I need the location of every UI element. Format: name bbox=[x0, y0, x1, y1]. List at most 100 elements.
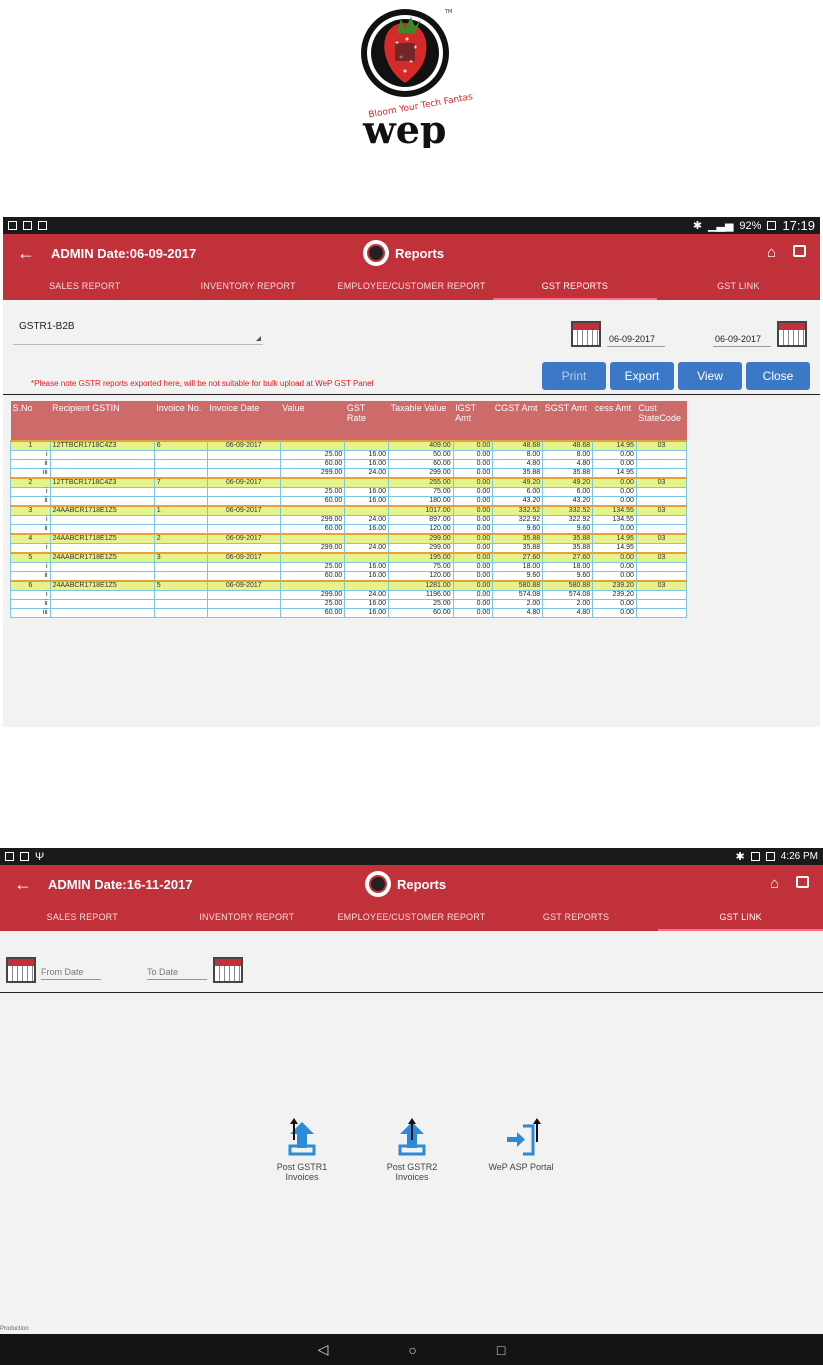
invoice-item-row[interactable]: ii 60.00 16.00 120.00 0.00 9.60 9.60 0.00 bbox=[10, 571, 688, 582]
invoice-item-row[interactable]: ii 60.00 16.00 180.00 0.00 43.20 43.20 0.00 bbox=[10, 496, 688, 507]
calendar-icon[interactable] bbox=[571, 321, 601, 347]
from-date-field[interactable]: 06-09-2017 bbox=[571, 321, 665, 347]
tab-inventory-report[interactable]: INVENTORY REPORT bbox=[199, 912, 295, 922]
to-date-field[interactable]: 06-09-2017 bbox=[713, 321, 807, 347]
sim-icon bbox=[750, 852, 760, 861]
status-bar: Ψ ✱ 4:26 PM bbox=[0, 848, 823, 865]
post-gstr1-tile[interactable]: Post GSTR1 Invoices bbox=[262, 1118, 342, 1182]
table-cell bbox=[635, 543, 688, 554]
tab-sales-report[interactable]: SALES REPORT bbox=[49, 281, 121, 291]
filter-row: GSTR1-B2B 06-09-2017 06-09-2017 bbox=[3, 317, 820, 377]
table-cell: 7 bbox=[153, 477, 208, 488]
to-date-value[interactable]: 06-09-2017 bbox=[713, 334, 771, 347]
column-header: Recipient GSTIN bbox=[50, 401, 155, 441]
tab-gst-reports[interactable]: GST REPORTS bbox=[542, 912, 610, 922]
home-icon[interactable]: ⌂ bbox=[766, 244, 776, 261]
back-nav-icon[interactable]: ◁ bbox=[317, 1341, 329, 1357]
invoice-item-row[interactable]: ii 25.00 16.00 25.00 0.00 2.00 2.00 0.00 bbox=[10, 599, 688, 609]
invoice-row[interactable]: 5 24AABCR1718E1Z5 3 06-09-2017 195.00 0.00 27.… bbox=[10, 552, 688, 563]
tab-gst-link[interactable]: GST LINK bbox=[717, 281, 760, 291]
column-header: S.No bbox=[10, 401, 51, 441]
table-cell: 299.00 bbox=[279, 590, 346, 600]
invoice-item-row[interactable]: i 25.00 16.00 50.00 0.00 8.00 8.00 0.00 bbox=[10, 450, 688, 460]
table-cell bbox=[153, 599, 208, 609]
invoice-item-row[interactable]: iii 60.00 16.00 60.00 0.00 4.80 4.80 0.00 bbox=[10, 608, 688, 618]
from-date-value[interactable]: 06-09-2017 bbox=[607, 334, 665, 347]
invoice-row[interactable]: 3 24AABCR1718E1Z5 1 06-09-2017 1017.00 0.00 33… bbox=[10, 505, 688, 516]
table-cell: iii bbox=[10, 468, 51, 479]
invoice-row[interactable]: 1 12TTBCR1718C4Z3 6 06-09-2017 409.00 0.00 48.… bbox=[10, 440, 688, 451]
calendar-icon[interactable] bbox=[213, 957, 243, 983]
table-cell bbox=[279, 477, 346, 488]
view-button[interactable]: View bbox=[678, 362, 742, 390]
table-cell bbox=[635, 515, 688, 525]
wep-asp-portal-tile[interactable]: WeP ASP Portal bbox=[481, 1118, 561, 1172]
tile-label: Post GSTR1 Invoices bbox=[276, 1162, 328, 1182]
table-cell: 75.00 bbox=[388, 487, 454, 497]
signal-icon: ▁▃▅ bbox=[708, 220, 734, 232]
table-cell bbox=[635, 608, 688, 618]
invoice-item-row[interactable]: ii 60.00 16.00 60.00 0.00 4.80 4.80 0.00 bbox=[10, 459, 688, 469]
table-cell: 0.00 bbox=[452, 552, 494, 563]
calendar-icon[interactable] bbox=[6, 957, 36, 983]
table-cell: 25.00 bbox=[279, 562, 346, 572]
home-icon[interactable]: ⌂ bbox=[769, 875, 779, 892]
table-cell bbox=[279, 533, 346, 544]
table-cell: 3 bbox=[153, 552, 208, 563]
table-cell: 1196.00 bbox=[388, 590, 454, 600]
gallery-icon[interactable] bbox=[793, 245, 806, 257]
divider bbox=[0, 992, 823, 993]
invoice-row[interactable]: 2 12TTBCR1718C4Z3 7 06-09-2017 255.00 0.00 49.… bbox=[10, 477, 688, 488]
invoice-item-row[interactable]: i 299.00 24.00 897.00 0.00 322.92 322.92 134.55 bbox=[10, 515, 688, 525]
table-cell: ii bbox=[10, 599, 51, 609]
invoice-item-row[interactable]: i 25.00 16.00 75.00 0.00 6.00 6.00 0.00 bbox=[10, 487, 688, 497]
report-tabs: SALES REPORT INVENTORY REPORT EMPLOYEE/CUS… bbox=[3, 274, 820, 300]
table-cell: 16.00 bbox=[344, 496, 390, 507]
back-arrow-icon[interactable]: ← bbox=[14, 874, 32, 894]
table-cell bbox=[153, 459, 208, 469]
tab-gst-reports[interactable]: GST REPORTS bbox=[493, 274, 657, 300]
battery-icon bbox=[765, 852, 775, 861]
column-header: cess Amt bbox=[592, 401, 637, 441]
image-notification-icon bbox=[5, 852, 14, 861]
table-cell: 24.00 bbox=[344, 515, 390, 525]
table-cell: i bbox=[10, 543, 51, 554]
to-date-input[interactable]: To Date bbox=[147, 967, 207, 980]
tab-inventory-report[interactable]: INVENTORY REPORT bbox=[200, 281, 296, 291]
table-cell: 0.00 bbox=[592, 450, 637, 460]
table-cell: 120.00 bbox=[388, 571, 454, 582]
calendar-icon[interactable] bbox=[777, 321, 807, 347]
gst-table-container: S.No Recipient GSTIN Invoice No. Invoice Da… bbox=[10, 401, 688, 618]
table-cell bbox=[153, 487, 208, 497]
invoice-row[interactable]: 6 24AABCR1718E1Z5 5 06-09-2017 1281.00 0.00 58… bbox=[10, 580, 688, 591]
invoice-item-row[interactable]: i 299.00 24.00 299.00 0.00 35.88 35.88 14.95 bbox=[10, 543, 688, 554]
recents-nav-icon[interactable]: □ bbox=[496, 1341, 506, 1358]
report-type-dropdown[interactable]: GSTR1-B2B bbox=[13, 317, 263, 345]
table-cell: 580.88 bbox=[542, 580, 594, 591]
home-nav-icon[interactable]: ○ bbox=[408, 1341, 417, 1358]
table-cell: 134.55 bbox=[592, 515, 637, 525]
from-date-input[interactable]: From Date bbox=[41, 967, 101, 980]
invoice-row[interactable]: 4 24AABCR1718E1Z5 2 06-09-2017 299.00 0.00 35.… bbox=[10, 533, 688, 544]
invoice-item-row[interactable]: i 299.00 24.00 1196.00 0.00 574.08 574.08 239.2… bbox=[10, 590, 688, 600]
table-cell: 299.00 bbox=[279, 468, 346, 479]
invoice-item-row[interactable]: ii 60.00 16.00 120.00 0.00 9.60 9.60 0.00 bbox=[10, 524, 688, 535]
table-cell: 50.00 bbox=[388, 450, 454, 460]
back-arrow-icon[interactable]: ← bbox=[17, 243, 35, 263]
post-gstr2-tile[interactable]: Post GSTR2 Invoices bbox=[372, 1118, 452, 1182]
gallery-icon[interactable] bbox=[796, 876, 809, 888]
tab-employee-customer-report[interactable]: EMPLOYEE/CUSTOMER REPORT bbox=[337, 281, 486, 291]
invoice-item-row[interactable]: iii 299.00 24.00 299.00 0.00 35.88 35.88 14.95 bbox=[10, 468, 688, 479]
tab-sales-report[interactable]: SALES REPORT bbox=[46, 912, 118, 922]
table-cell: 49.20 bbox=[542, 477, 594, 488]
close-button[interactable]: Close bbox=[746, 362, 810, 390]
table-cell: i bbox=[10, 487, 51, 497]
tab-gst-link[interactable]: GST LINK bbox=[658, 905, 823, 931]
export-button[interactable]: Export bbox=[610, 362, 674, 390]
invoice-item-row[interactable]: i 25.00 16.00 75.00 0.00 18.00 18.00 0.00 bbox=[10, 562, 688, 572]
table-cell: 0.00 bbox=[452, 459, 494, 469]
table-cell: 0.00 bbox=[452, 608, 494, 618]
print-button[interactable]: Print bbox=[542, 362, 606, 390]
tab-employee-customer-report[interactable]: EMPLOYEE/CUSTOMER REPORT bbox=[337, 912, 486, 922]
table-cell: 14.95 bbox=[592, 468, 637, 479]
